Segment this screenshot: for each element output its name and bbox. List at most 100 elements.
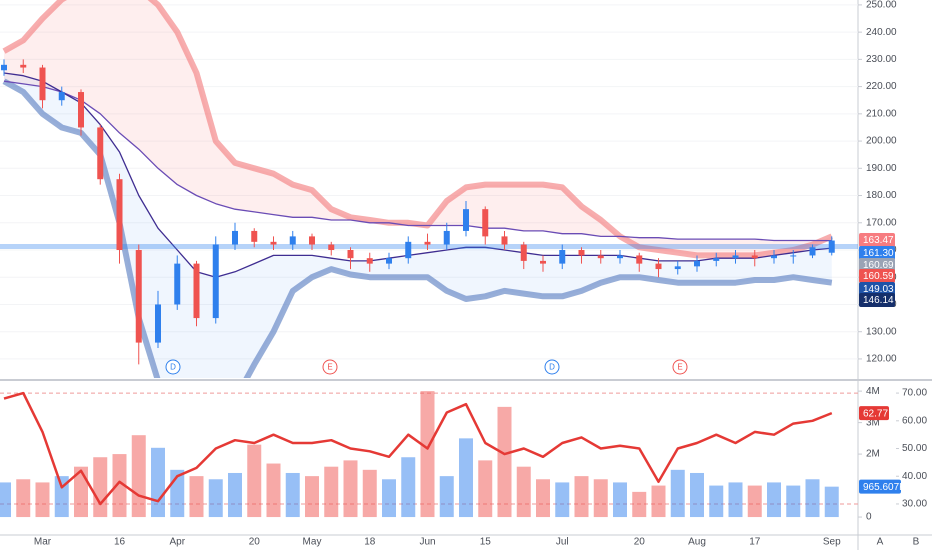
y-tick-label: 130.00 [866,326,897,337]
candle-body [828,240,835,253]
candle-body [674,266,681,270]
candle-body [386,258,392,264]
y-tick-label: 250.00 [866,0,897,11]
y-tick-label: 180.00 [866,190,897,201]
price-badge: 146.14 [863,295,894,306]
volume-bar [305,476,319,518]
y-tick-label: 210.00 [866,108,897,119]
volume-bar [324,466,339,518]
price-badge-bg [859,246,895,260]
x-tick-label: 17 [749,537,761,548]
rsi-line [3,391,833,506]
event-label: D [170,363,176,372]
volume-bar [805,479,820,518]
candle-body [424,241,431,245]
candle-body [751,255,758,259]
candle-body [482,209,489,237]
moving-average [3,80,832,242]
candle-body [443,230,450,245]
candle-body [463,209,469,231]
candle-body [636,255,643,264]
volume-bar [401,457,416,518]
y2-tick-label: 60.00 [902,415,927,426]
volume-bar [786,485,801,518]
candle-body [155,304,161,343]
x-tick-label: 18 [364,537,376,548]
price-badge-bg [859,269,895,283]
candle-body [540,260,546,264]
volume-bar [709,485,724,518]
price-badge: 149.03 [863,284,894,295]
y2-tick-label: 50.00 [902,443,927,454]
y-tick-label: 230.00 [866,54,897,65]
volume-bar [497,406,512,518]
volume-bar [382,479,396,518]
candle-body [617,255,623,259]
volume-bar [439,476,454,518]
button-scale[interactable]: A [877,537,884,548]
last-value-badge-bg [859,479,901,494]
candle-body [559,250,566,264]
volume-bar [593,479,608,518]
y2-tick-label: 40.00 [902,471,927,482]
candle-body [771,255,777,259]
volume-bar [690,472,704,518]
candle-body [809,247,816,256]
candle-body [713,258,720,261]
volume-bar [767,482,781,518]
volume-bar [35,482,50,518]
candle-body [790,255,797,257]
band-fill [4,0,832,256]
candle-body [597,255,604,259]
candle-body [212,244,219,319]
event-marker [544,359,560,375]
price-badge: 161.30 [863,248,894,259]
y-tick-label: 2M [866,449,880,460]
volume-bar [420,391,435,518]
candle-body [694,260,700,267]
last-value-badge: 62.77 [863,408,888,419]
x-tick-label: Sep [823,537,841,548]
price-badge-bg [859,258,895,272]
event-marker [672,359,688,375]
volume-bar [228,472,242,518]
button-scale[interactable]: B [913,537,920,548]
volume-bar [74,466,88,518]
volume-bar [93,457,108,518]
candle-body [97,127,104,180]
x-tick-label: 20 [634,537,646,548]
volume-bar [459,438,473,518]
x-tick-label: 15 [480,537,492,548]
y-tick-label: 240.00 [866,27,897,38]
candle-body [309,236,315,245]
volume-bar [285,472,300,518]
candle-body [78,92,84,128]
indicator-plot [0,391,858,518]
volume-bar [151,447,165,518]
y2-tick-label: 30.00 [902,499,927,510]
volume-bar [16,479,31,518]
candle-body [405,241,412,259]
y-tick-label: 220.00 [866,81,897,92]
x-tick-label: Apr [169,537,185,548]
volume-bar [131,435,146,518]
candle-body [655,263,662,270]
candle-body [116,179,123,251]
candle-body [193,263,200,319]
event-label: D [549,363,555,372]
price-badge-bg [859,293,895,307]
price-badge: 160.59 [863,271,894,282]
candle-body [366,258,373,264]
candle-body [232,230,238,245]
candle-body [1,64,7,71]
volume-bar [478,460,493,518]
x-tick-label: May [303,537,322,548]
volume-bar [670,469,685,518]
volume-bar [747,485,762,518]
volume-bar [112,454,127,518]
price-badge: 160.69 [863,260,894,271]
event-label: E [327,363,332,372]
candle-body [520,244,527,261]
candle-body [58,92,65,101]
